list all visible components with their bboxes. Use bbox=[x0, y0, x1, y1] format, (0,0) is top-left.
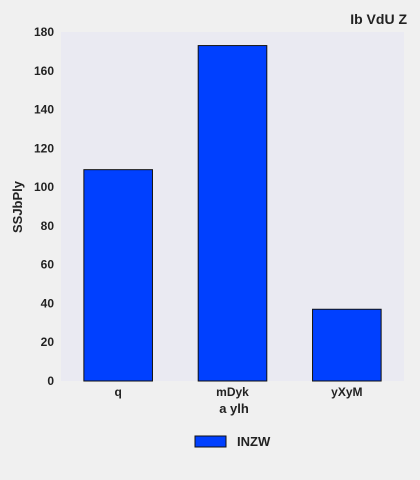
y-tick-label-120: 120 bbox=[34, 141, 54, 155]
legend-swatch-inzw bbox=[194, 435, 227, 448]
bar-yXyM bbox=[312, 308, 382, 382]
bar-mDyk bbox=[197, 45, 268, 382]
y-axis-label: SSJbPly bbox=[10, 180, 25, 233]
x-ticks: q mDyk yXyM bbox=[114, 385, 362, 399]
y-tick-label-20: 20 bbox=[41, 335, 55, 349]
bar-q bbox=[83, 169, 153, 382]
x-axis-label: a ylh bbox=[219, 401, 249, 416]
y-tick-label-160: 160 bbox=[34, 64, 54, 78]
y-tick-label-100: 100 bbox=[34, 180, 54, 194]
x-tick-label-yXyM: yXyM bbox=[331, 385, 362, 399]
y-tick-label-60: 60 bbox=[41, 258, 55, 272]
y-tick-label-80: 80 bbox=[41, 219, 55, 233]
y-tick-label-140: 140 bbox=[34, 103, 54, 117]
chart-title: Ib VdU Z bbox=[350, 11, 407, 27]
y-tick-label-0: 0 bbox=[47, 374, 54, 388]
x-tick-label-q: q bbox=[114, 385, 121, 399]
legend-label-inzw: INZW bbox=[237, 434, 271, 449]
y-tick-label-180: 180 bbox=[34, 25, 54, 39]
bars-layer bbox=[83, 45, 382, 382]
y-tick-label-40: 40 bbox=[41, 296, 55, 310]
legend: INZW bbox=[194, 434, 271, 449]
x-tick-label-mDyk: mDyk bbox=[216, 385, 249, 399]
y-ticks: 0 20 40 60 80 100 120 140 160 180 bbox=[34, 25, 54, 388]
